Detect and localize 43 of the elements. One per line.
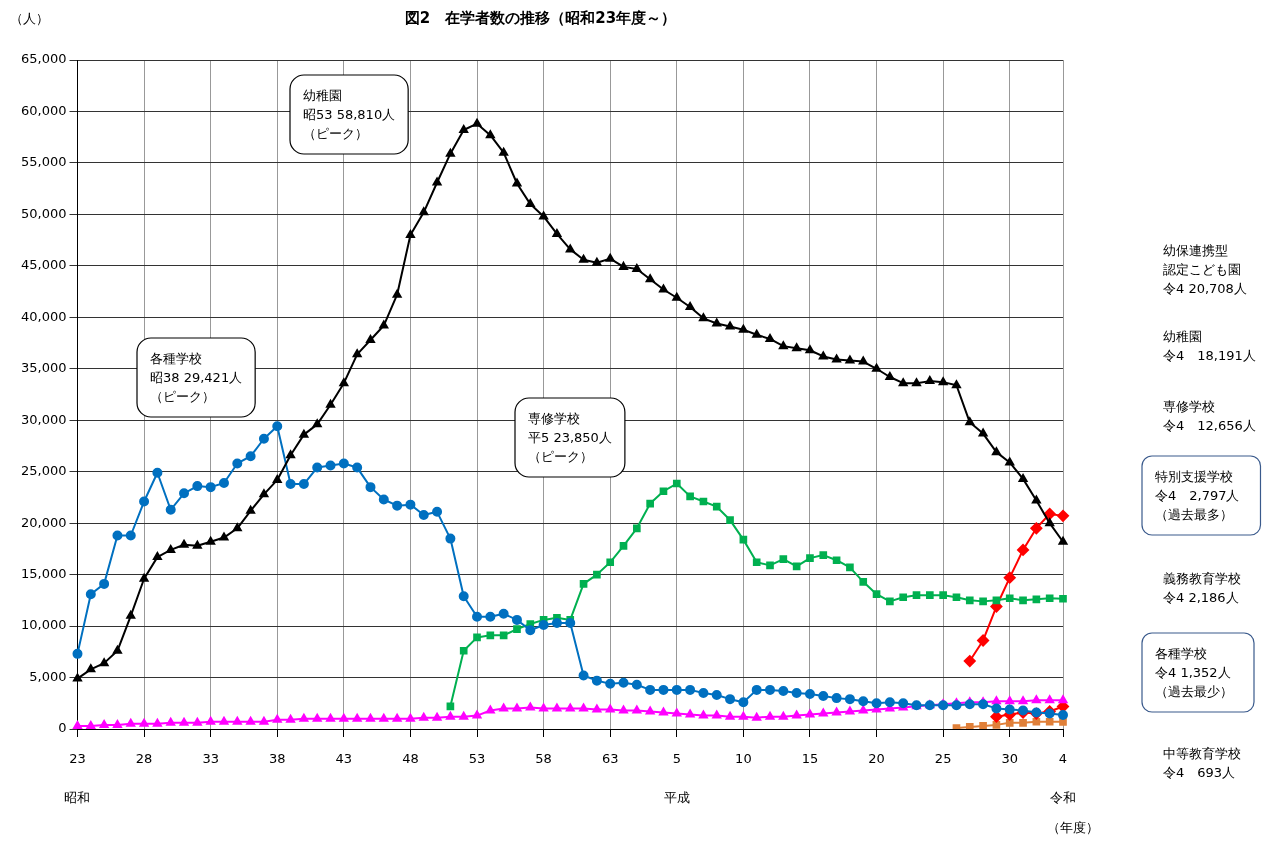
text: 幼稚園令4 18,191人 bbox=[1163, 329, 1256, 363]
x-tick-label: 33 bbox=[202, 750, 219, 766]
annotation: 幼稚園昭53 58,810人（ピーク） bbox=[303, 88, 396, 141]
x-tick-label: 15 bbox=[801, 750, 819, 766]
annotation: 各種学校昭38 29,421人（ピーク） bbox=[150, 351, 243, 404]
x-tick-label: 20 bbox=[868, 750, 885, 766]
y-tick-label: 25,000 bbox=[20, 463, 67, 479]
x-tick-label: 48 bbox=[402, 750, 419, 766]
y-tick-label: 10,000 bbox=[20, 617, 67, 633]
y-tick-label: 35,000 bbox=[20, 360, 67, 376]
x-tick-label: 25 bbox=[934, 750, 952, 766]
y-tick-label: 60,000 bbox=[20, 102, 67, 118]
y-tick-label: 65,000 bbox=[20, 51, 67, 67]
y-tick-label: 40,000 bbox=[20, 308, 67, 324]
x-tick-label: 58 bbox=[535, 750, 552, 766]
y-tick-label: 0 bbox=[58, 720, 67, 736]
x-tick-label: 53 bbox=[468, 750, 486, 766]
x-tick-label: 43 bbox=[335, 750, 353, 766]
text: 幼保連携型認定こども園令4 20,708人 bbox=[1163, 243, 1247, 296]
y-tick-label: 55,000 bbox=[20, 154, 67, 170]
y-tick-label: 5,000 bbox=[29, 668, 67, 684]
text: 中等教育学校令4 693人 bbox=[1163, 746, 1241, 780]
category-label: 5 平成 bbox=[663, 750, 690, 805]
x-axis-title: （年度） bbox=[1047, 820, 1099, 836]
y-axis-title: （人） bbox=[10, 11, 49, 27]
annotation: 専修学校平5 23,850人（ピーク） bbox=[528, 411, 612, 464]
text: 各種学校令4 1,352人（過去最少） bbox=[1155, 646, 1233, 699]
text: 義務教育学校令4 2,186人 bbox=[1163, 571, 1241, 605]
y-tick-label: 20,000 bbox=[20, 514, 67, 530]
x-tick-label: 38 bbox=[268, 750, 286, 766]
x-tick-label: 28 bbox=[135, 750, 153, 766]
chart-title: 図2 在学者数の推移（昭和23年度～） bbox=[404, 8, 677, 27]
x-tick-label: 30 bbox=[1001, 750, 1018, 766]
x-tick-label: 10 bbox=[735, 750, 752, 766]
category-label: 4 令和 bbox=[1050, 750, 1076, 805]
y-tick-label: 15,000 bbox=[20, 565, 67, 581]
y-tick-label: 45,000 bbox=[20, 257, 67, 273]
text: 特別支援学校令4 2,797人（過去最多） bbox=[1155, 469, 1240, 522]
text: 専修学校令4 12,656人 bbox=[1163, 399, 1256, 433]
y-tick-label: 30,000 bbox=[20, 411, 67, 427]
y-tick-label: 50,000 bbox=[20, 205, 67, 221]
x-tick-label: 63 bbox=[601, 750, 619, 766]
category-label: 23 昭和 bbox=[64, 750, 91, 805]
